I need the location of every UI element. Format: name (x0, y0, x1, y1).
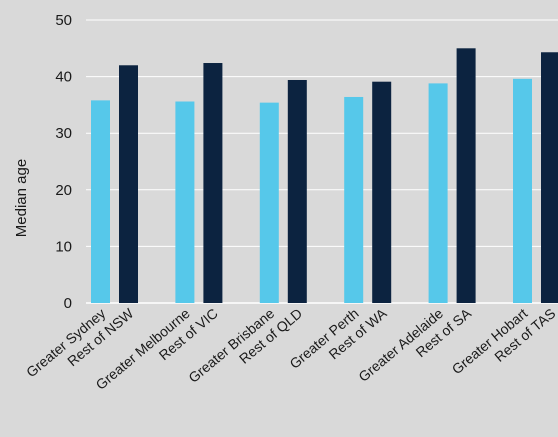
y-tick-label: 50 (55, 12, 72, 29)
bar-rest-of-vic (203, 63, 223, 304)
bar-greater-hobart (513, 78, 532, 303)
bar-rest-of-sa (456, 48, 476, 303)
bar-rest-of-tas (541, 52, 558, 304)
bar-rest-of-qld (287, 79, 307, 303)
y-axis-label: Median age (13, 159, 30, 237)
bar-greater-melbourne (175, 101, 195, 303)
bar-greater-adelaide (428, 83, 448, 303)
bar-greater-perth (344, 96, 364, 303)
bar-rest-of-nsw (119, 65, 138, 303)
y-tick-label: 40 (55, 69, 72, 86)
y-tick-label: 10 (55, 238, 72, 255)
bars (91, 48, 558, 304)
bar-greater-brisbane (259, 102, 279, 303)
grid-lines (86, 19, 558, 304)
y-tick-label: 20 (55, 182, 72, 199)
y-axis-tick-labels: 0 10 20 30 40 50 (55, 12, 72, 312)
bar-greater-sydney (91, 100, 110, 303)
y-tick-label: 0 (64, 295, 72, 312)
bar-rest-of-wa (372, 81, 392, 303)
y-tick-label: 30 (55, 125, 72, 142)
